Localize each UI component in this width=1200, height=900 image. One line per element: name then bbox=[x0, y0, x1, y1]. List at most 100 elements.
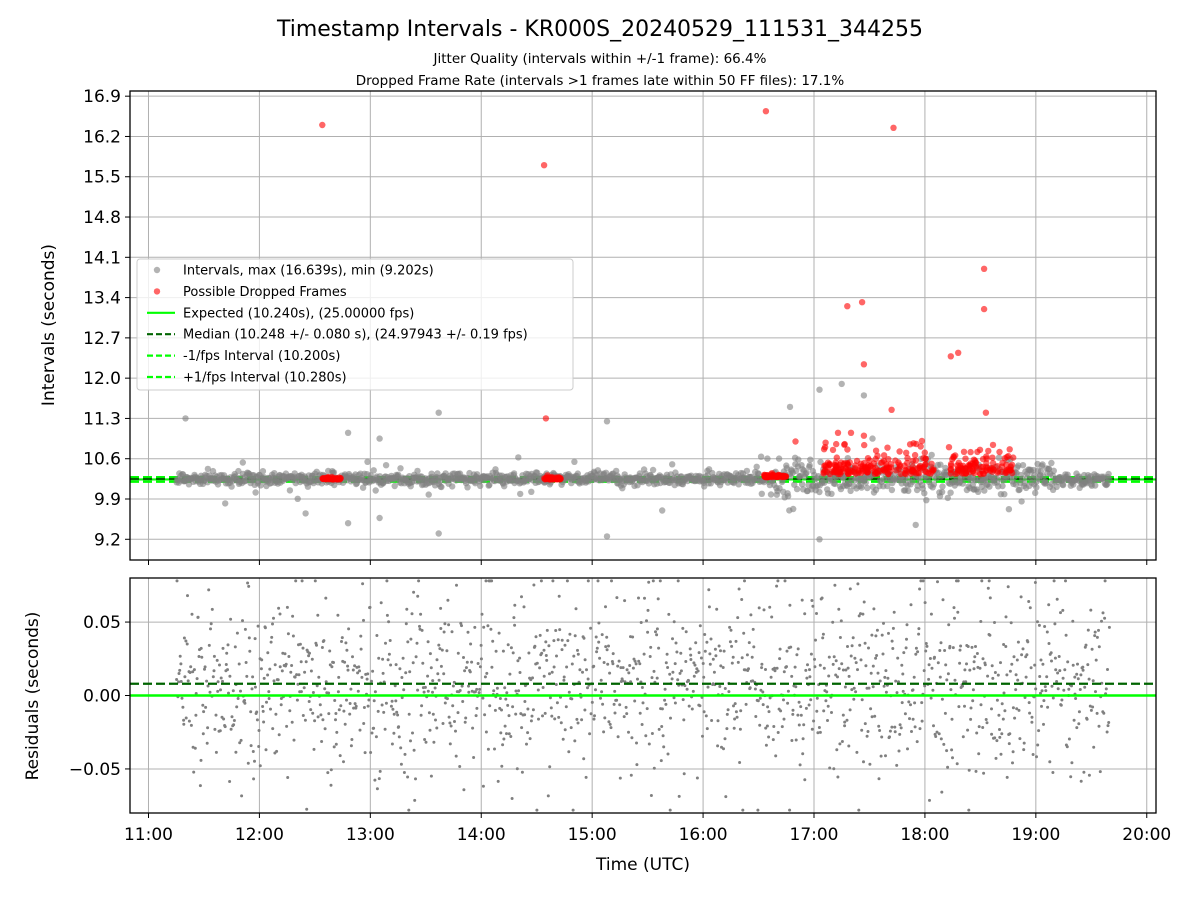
residual-point bbox=[605, 635, 609, 639]
residual-point bbox=[905, 623, 909, 627]
residual-point bbox=[464, 666, 468, 670]
residual-point bbox=[188, 671, 192, 674]
residual-point bbox=[643, 596, 646, 600]
residual-point bbox=[809, 652, 813, 656]
residual-point bbox=[706, 685, 710, 689]
residual-point bbox=[1095, 635, 1099, 639]
residual-point bbox=[1079, 673, 1083, 677]
residual-point bbox=[951, 646, 955, 650]
residual-point bbox=[756, 808, 760, 812]
residual-point bbox=[460, 684, 464, 688]
residual-point bbox=[719, 649, 722, 653]
residual-point bbox=[266, 673, 270, 677]
residual-point bbox=[764, 668, 767, 671]
residual-point bbox=[869, 671, 873, 675]
residual-point bbox=[946, 765, 950, 769]
residual-point bbox=[1086, 663, 1090, 667]
residual-point bbox=[184, 716, 188, 720]
residual-point bbox=[928, 657, 932, 660]
residual-point bbox=[808, 668, 811, 672]
interval-point bbox=[1092, 482, 1099, 489]
interval-point bbox=[571, 458, 578, 465]
residual-point bbox=[208, 690, 212, 694]
residual-point bbox=[346, 664, 350, 668]
residual-point bbox=[214, 713, 218, 717]
residual-point bbox=[308, 651, 311, 655]
residual-point bbox=[185, 642, 189, 646]
residual-point bbox=[921, 579, 925, 583]
residual-point bbox=[475, 687, 479, 691]
interval-point bbox=[786, 403, 794, 411]
dropped-frame-point bbox=[833, 454, 840, 461]
dropped-frame-point bbox=[914, 469, 922, 476]
interval-point bbox=[435, 530, 442, 537]
residual-point bbox=[461, 700, 465, 703]
residual-point bbox=[1081, 668, 1085, 672]
residual-point bbox=[998, 735, 1002, 739]
residual-point bbox=[898, 732, 902, 736]
residual-point bbox=[1097, 645, 1101, 649]
residual-point bbox=[710, 719, 714, 722]
residual-point bbox=[514, 712, 518, 716]
residual-point bbox=[886, 676, 890, 680]
residual-point bbox=[435, 726, 439, 730]
residual-point bbox=[538, 633, 542, 637]
residual-point bbox=[523, 700, 527, 703]
residual-point bbox=[845, 718, 849, 722]
residual-point bbox=[466, 630, 470, 634]
residual-point bbox=[361, 582, 365, 586]
interval-point bbox=[743, 467, 751, 475]
residual-point bbox=[257, 745, 261, 748]
residual-point bbox=[343, 660, 347, 664]
residual-point bbox=[256, 624, 260, 628]
dropped-frame-point bbox=[957, 462, 964, 469]
residual-point bbox=[950, 717, 954, 721]
residual-point bbox=[232, 723, 236, 727]
residual-point bbox=[236, 697, 240, 700]
residual-point bbox=[856, 668, 859, 672]
residual-point bbox=[455, 583, 458, 587]
residual-point bbox=[507, 714, 511, 718]
residual-point bbox=[471, 726, 475, 730]
residual-point bbox=[531, 676, 534, 680]
residual-point bbox=[866, 730, 870, 733]
residual-point bbox=[348, 702, 352, 705]
residual-point bbox=[995, 698, 999, 702]
dropped-frame-point bbox=[1009, 469, 1016, 477]
dropped-frame-point bbox=[989, 468, 996, 475]
residual-point bbox=[1050, 659, 1053, 663]
residual-point bbox=[738, 761, 742, 764]
residual-point bbox=[381, 671, 385, 675]
interval-point bbox=[784, 493, 792, 500]
residual-point bbox=[719, 664, 723, 668]
residual-point bbox=[783, 579, 787, 583]
residual-point bbox=[708, 662, 712, 666]
residual-point bbox=[339, 704, 343, 708]
residual-point bbox=[239, 689, 242, 693]
residual-point bbox=[309, 669, 313, 673]
residual-point bbox=[879, 754, 883, 758]
residual-point bbox=[1038, 675, 1042, 678]
interval-point bbox=[344, 429, 352, 436]
residual-point bbox=[462, 788, 466, 792]
dropped-frame-point bbox=[982, 409, 990, 416]
residual-point bbox=[882, 684, 886, 688]
dropped-frame-point bbox=[1008, 461, 1016, 468]
residual-point bbox=[193, 746, 197, 750]
residual-point bbox=[333, 699, 337, 702]
residual-point bbox=[377, 777, 381, 781]
residual-point bbox=[295, 698, 299, 702]
dropped-frame-point bbox=[836, 470, 844, 478]
residual-point bbox=[604, 605, 607, 609]
residual-point bbox=[484, 579, 488, 583]
residual-point bbox=[944, 663, 948, 667]
residual-point bbox=[1042, 722, 1045, 726]
residual-point bbox=[1000, 702, 1004, 706]
residual-point bbox=[916, 650, 920, 654]
residual-point bbox=[207, 643, 211, 647]
residual-point bbox=[818, 663, 822, 667]
residual-point bbox=[481, 784, 485, 788]
residual-point bbox=[434, 718, 437, 722]
residual-point bbox=[392, 731, 396, 735]
residual-point bbox=[203, 667, 206, 671]
